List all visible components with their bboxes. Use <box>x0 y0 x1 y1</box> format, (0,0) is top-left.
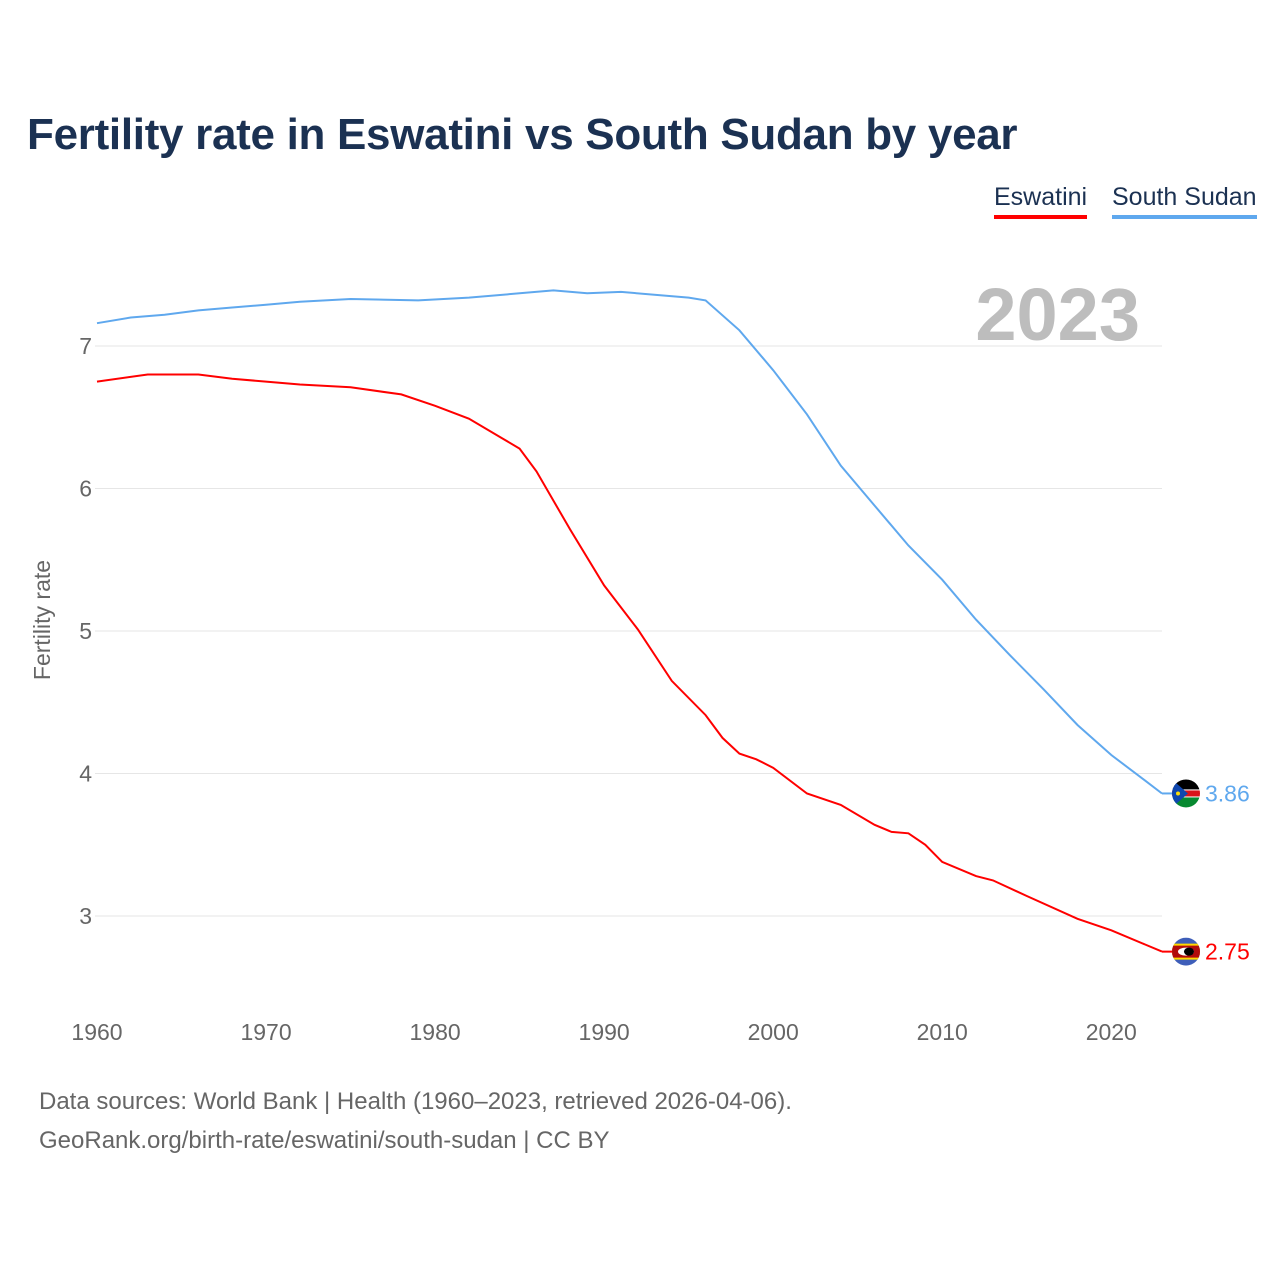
y-tick-label: 3 <box>79 903 92 929</box>
south-sudan-flag-icon <box>1172 779 1200 808</box>
footer-link[interactable]: GeoRank.org/birth-rate/eswatini/south-su… <box>39 1127 610 1154</box>
legend-eswatini[interactable]: Eswatini <box>994 183 1088 219</box>
y-tick-label: 7 <box>79 333 92 359</box>
y-axis-label: Fertility rate <box>29 560 55 680</box>
y-tick-label: 6 <box>79 476 92 502</box>
year-label: 2023 <box>975 273 1140 356</box>
series-line-eswatini <box>96 373 1163 953</box>
y-tick-label: 5 <box>79 618 92 644</box>
footer-sources: Data sources: World Bank | Health (1960–… <box>39 1088 792 1115</box>
x-tick-label: 1990 <box>579 1019 630 1045</box>
end-value-label: 3.86 <box>1205 780 1250 806</box>
x-tick-label: 1960 <box>71 1019 122 1045</box>
series-line-south-sudan <box>96 289 1163 795</box>
x-tick-label: 1970 <box>240 1019 291 1045</box>
chart-title: Fertility rate in Eswatini vs South Suda… <box>27 110 1018 159</box>
y-tick-label: 4 <box>79 761 92 787</box>
x-tick-label: 2020 <box>1086 1019 1137 1045</box>
x-tick-label: 1980 <box>410 1019 461 1045</box>
legend-south-sudan[interactable]: South Sudan <box>1112 183 1257 219</box>
x-tick-label: 2000 <box>748 1019 799 1045</box>
eswatini-flag-icon <box>1172 937 1200 966</box>
x-tick-label: 2010 <box>917 1019 968 1045</box>
end-value-label: 2.75 <box>1205 939 1250 965</box>
